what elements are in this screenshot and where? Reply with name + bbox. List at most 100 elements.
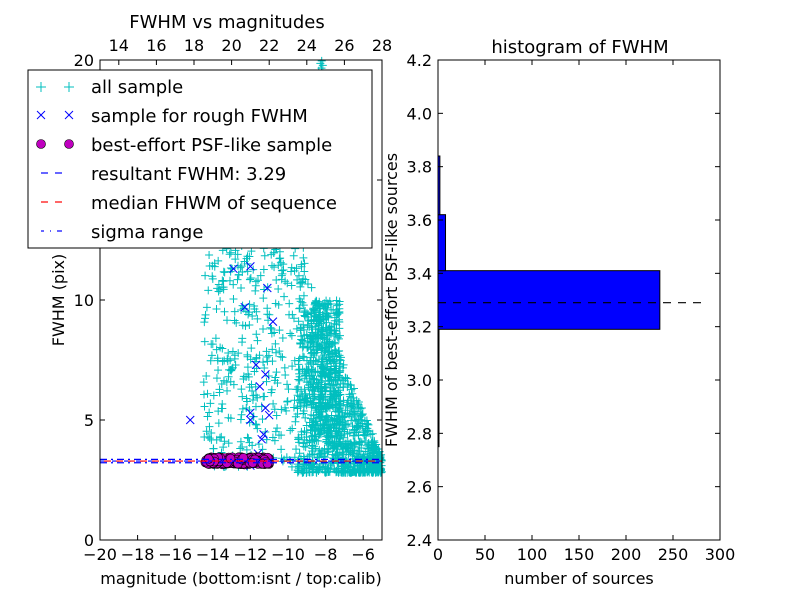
all-sample-point — [299, 325, 308, 334]
all-sample-point — [212, 345, 221, 354]
all-sample-point — [253, 336, 262, 345]
all-sample-point — [213, 354, 222, 363]
y-tick-label: 2.4 — [407, 531, 432, 550]
all-sample-point — [223, 316, 232, 325]
all-sample-point — [223, 357, 232, 366]
all-sample-point — [289, 314, 298, 323]
all-sample-point — [333, 333, 342, 342]
all-sample-point — [329, 351, 338, 360]
all-sample-point — [348, 444, 357, 453]
all-sample-point — [275, 326, 284, 335]
all-sample-point — [251, 382, 260, 391]
all-sample-point — [329, 305, 338, 314]
rough-sample-point — [261, 370, 270, 379]
x-tick-label: −16 — [158, 545, 192, 564]
all-sample-point — [275, 347, 284, 356]
scatter-title: FWHM vs magnitudes — [129, 12, 324, 33]
all-sample-point — [332, 392, 341, 401]
all-sample-point — [244, 370, 253, 379]
all-sample-point — [327, 362, 336, 371]
all-sample-point — [237, 262, 246, 271]
all-sample-point — [320, 348, 329, 357]
all-sample-point — [355, 438, 364, 447]
all-sample-point — [344, 396, 353, 405]
all-sample-point — [309, 463, 318, 472]
scatter-points — [185, 56, 386, 477]
all-sample-point — [283, 380, 292, 389]
all-sample-point — [288, 310, 297, 319]
all-sample-point — [311, 367, 320, 376]
all-sample-point — [307, 308, 316, 317]
all-sample-point — [294, 271, 303, 280]
all-sample-point — [334, 308, 343, 317]
all-sample-point — [287, 267, 296, 276]
all-sample-point — [330, 364, 339, 373]
histogram-panel: histogram of FWHM 0 50 100 150 200 250 300 2.4… — [382, 37, 735, 588]
all-sample-point — [297, 427, 306, 436]
all-sample-point — [281, 277, 290, 286]
rough-sample-point — [246, 262, 255, 271]
x-tick-label: −8 — [314, 545, 338, 564]
all-sample-point — [269, 248, 278, 257]
all-sample-point — [278, 353, 287, 362]
scatter-top-ticks: 14 16 18 20 22 24 26 28 — [109, 36, 392, 65]
all-sample-point — [224, 439, 233, 448]
all-sample-point — [200, 337, 209, 346]
all-sample-point — [322, 318, 331, 327]
all-sample-point — [248, 395, 257, 404]
all-sample-point — [314, 330, 323, 339]
all-sample-point — [215, 385, 224, 394]
all-sample-point — [200, 402, 209, 411]
all-sample-point — [305, 451, 314, 460]
rough-sample-point — [264, 410, 274, 420]
all-sample-point — [314, 320, 323, 329]
all-sample-point — [282, 406, 291, 415]
all-sample-point — [250, 305, 259, 314]
all-sample-point — [277, 266, 286, 275]
all-sample-point — [260, 251, 269, 260]
all-sample-point — [358, 466, 367, 475]
all-sample-point — [293, 385, 302, 394]
all-sample-point — [359, 460, 368, 469]
all-sample-point — [204, 432, 213, 441]
all-sample-point — [302, 356, 311, 365]
all-sample-point — [275, 431, 284, 440]
all-sample-point — [285, 299, 294, 308]
all-sample-point — [345, 410, 354, 419]
all-sample-point — [343, 463, 352, 472]
all-sample-point — [204, 286, 213, 295]
all-sample-point — [295, 304, 304, 313]
all-sample-point — [307, 349, 316, 358]
all-sample-point — [246, 274, 255, 283]
all-sample-point — [226, 248, 235, 257]
all-sample-point — [252, 330, 261, 339]
all-sample-point — [368, 438, 377, 447]
all-sample-point — [295, 438, 304, 447]
y-tick-label: 2.8 — [407, 424, 432, 443]
all-sample-point — [268, 357, 277, 366]
top-tick-label: 14 — [109, 36, 129, 55]
all-sample-point — [340, 430, 349, 439]
x-tick-label: 0 — [433, 545, 443, 564]
all-sample-point — [271, 373, 280, 382]
x-tick-label: −18 — [121, 545, 155, 564]
all-sample-point — [214, 419, 223, 428]
all-sample-point — [300, 259, 309, 268]
all-sample-point — [300, 385, 309, 394]
all-sample-point — [326, 368, 335, 377]
all-sample-point — [374, 444, 383, 453]
all-sample-point — [347, 403, 356, 412]
x-tick-label: 50 — [475, 545, 495, 564]
all-sample-point — [335, 424, 344, 433]
all-sample-point — [271, 339, 280, 348]
all-sample-point — [335, 403, 344, 412]
all-sample-point — [236, 415, 245, 424]
all-sample-point — [243, 433, 252, 442]
all-sample-point — [312, 465, 321, 474]
all-sample-point — [302, 421, 311, 430]
x-tick-label: 300 — [705, 545, 736, 564]
all-sample-point — [303, 321, 312, 330]
all-sample-point — [312, 312, 321, 321]
all-sample-point — [280, 363, 289, 372]
all-sample-point — [314, 463, 323, 472]
